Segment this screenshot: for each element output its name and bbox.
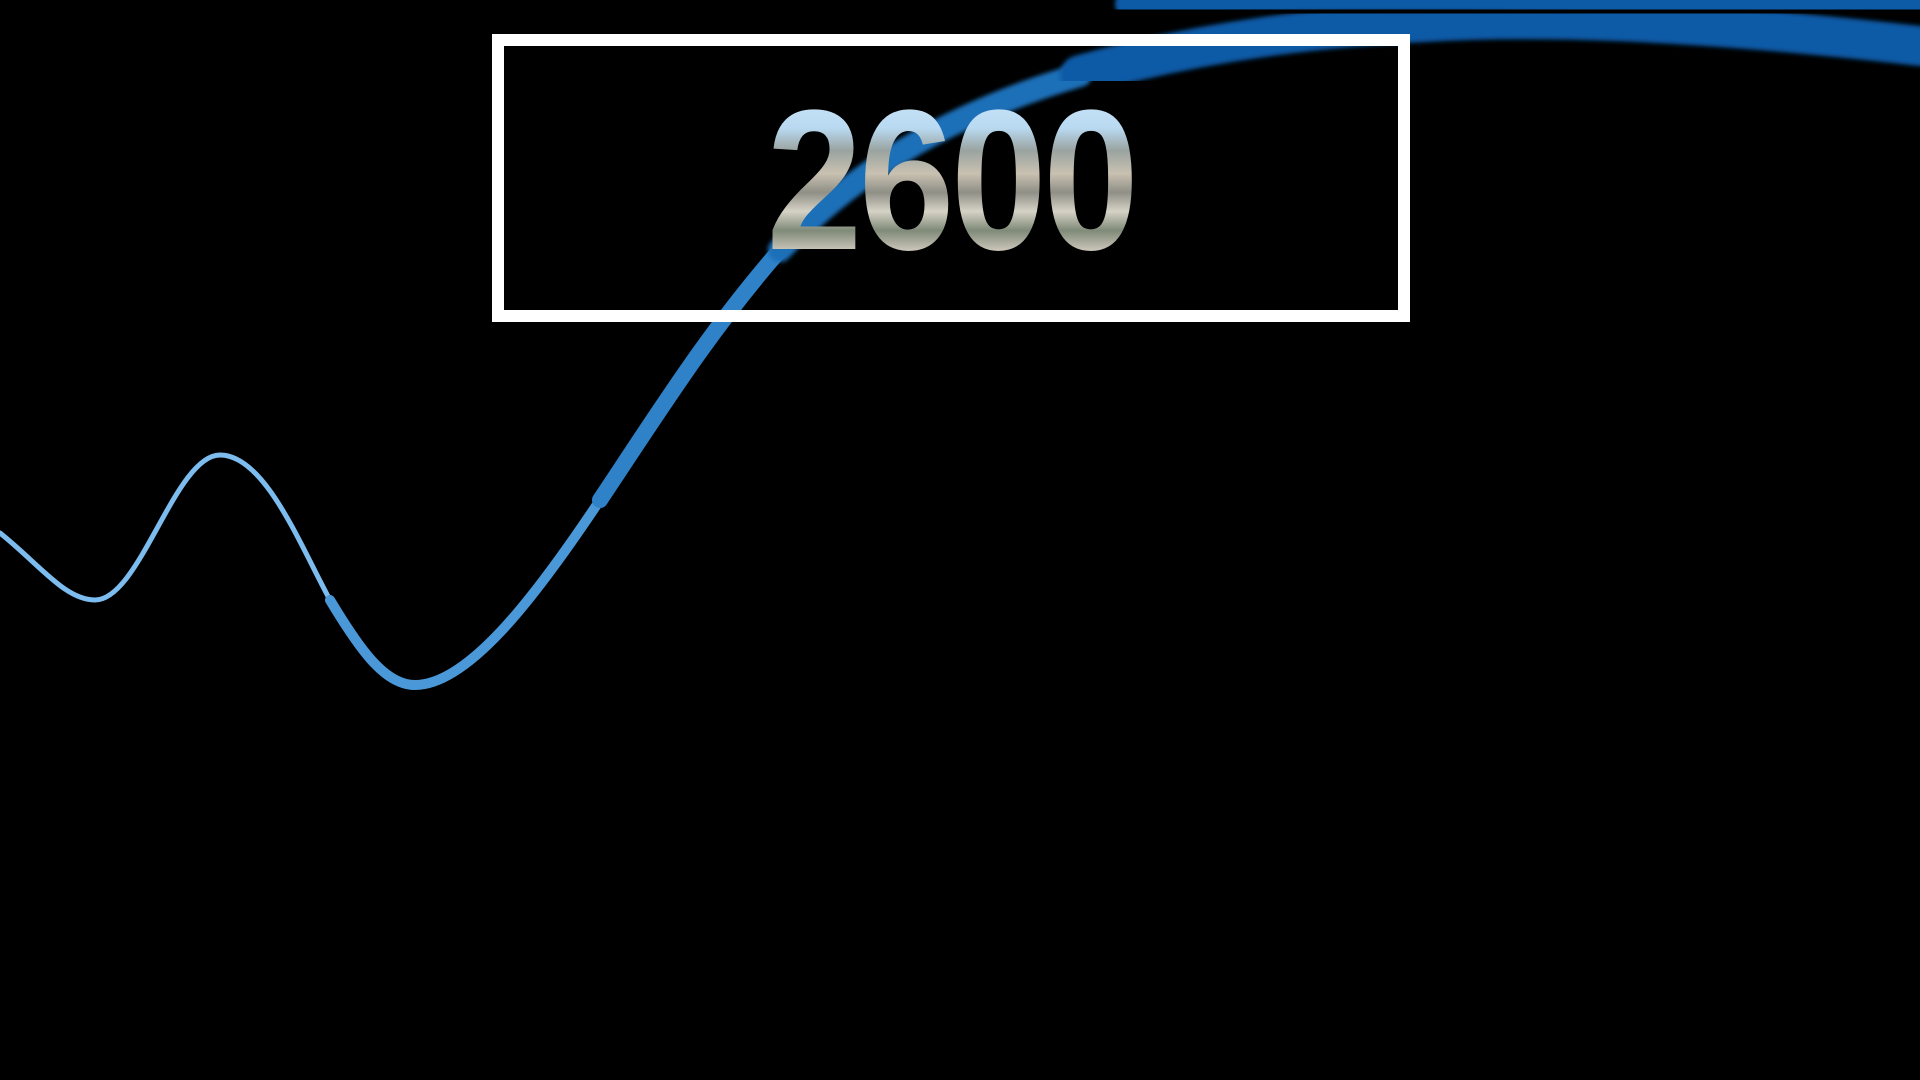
wave-segment-rise [592, 242, 788, 508]
wave-segment-tail-top [1115, 0, 1920, 23]
year-label: 2600 [567, 81, 1336, 281]
wave-segment-thin [0, 452, 333, 603]
year-frame: 2600 [492, 34, 1410, 322]
wave-segment-tail [1060, 0, 1920, 95]
wave-segment-upper [768, 63, 1092, 262]
wave-segment-mid [325, 495, 605, 691]
